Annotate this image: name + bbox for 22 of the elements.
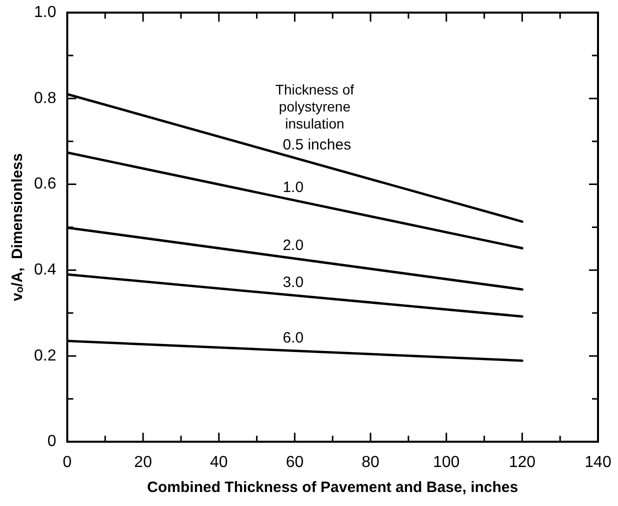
x-tick-label: 100: [433, 454, 460, 471]
x-axis-title: Combined Thickness of Pavement and Base, inches: [147, 479, 518, 496]
legend-title: Thickness of polystyrene insulation: [275, 82, 354, 132]
y-tick-label: 0.4: [34, 262, 56, 279]
x-tick-label: 140: [584, 454, 612, 471]
series-label: 6.0: [282, 329, 304, 346]
y-tick-label: 0.8: [34, 90, 56, 107]
y-tick-label: 1.0: [34, 4, 56, 22]
y-tick-label: 0.2: [34, 347, 56, 364]
y-tick-label: 0.6: [34, 176, 56, 193]
x-tick-label: 0: [62, 454, 72, 471]
series-label: 1.0: [282, 179, 304, 196]
x-tick-label: 80: [362, 454, 380, 471]
y-tick-label: 0: [47, 433, 56, 450]
series-label: 3.0: [282, 274, 304, 292]
series-label: 2.0: [282, 237, 304, 254]
x-tick-label: 20: [134, 454, 152, 471]
x-tick-label: 120: [508, 454, 536, 471]
x-tick-label: 40: [210, 454, 228, 471]
y-axis-title: vₒ/A, Dimensionless: [9, 153, 26, 302]
x-tick-label: 60: [286, 454, 304, 471]
series-label: 0.5 inches: [282, 136, 352, 154]
